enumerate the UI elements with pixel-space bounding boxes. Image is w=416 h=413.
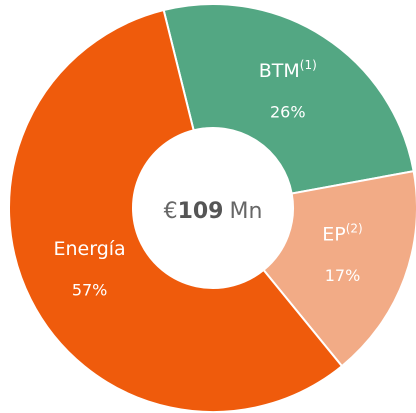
- segment-name: EP: [322, 223, 345, 245]
- segment-note: (2): [346, 221, 363, 235]
- center-value: 109: [178, 199, 224, 224]
- segment-label: BTM(1): [259, 58, 317, 82]
- donut-segment: [8, 8, 344, 413]
- segment-note: (1): [300, 58, 317, 72]
- center-prefix: €: [164, 199, 178, 224]
- center-label: €109 Mn: [164, 199, 263, 224]
- value-label: 17%: [325, 266, 361, 285]
- segment-name: Energía: [54, 237, 126, 259]
- segment-label: EP(2): [322, 221, 362, 245]
- segment-label: Energía: [54, 237, 126, 259]
- value-label: 57%: [72, 280, 108, 299]
- donut-segment: [162, 3, 415, 195]
- value-label: 26%: [270, 103, 306, 122]
- center-unit: Mn: [230, 199, 263, 224]
- segment-name: BTM: [259, 60, 300, 82]
